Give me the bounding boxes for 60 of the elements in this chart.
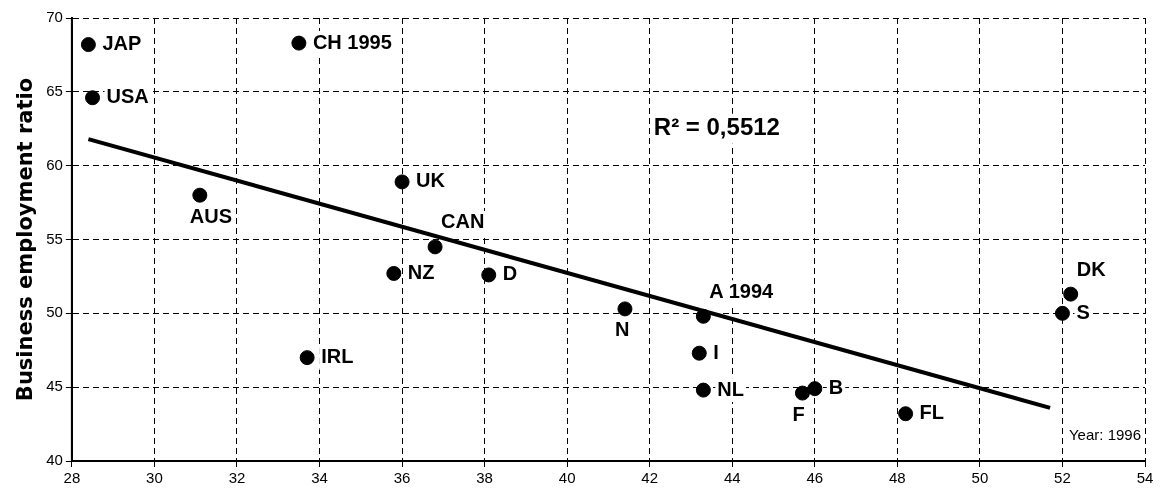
point — [807, 381, 823, 397]
point — [695, 382, 711, 398]
x-tick-label: 36 — [393, 469, 411, 487]
annotation: S — [1076, 300, 1090, 323]
x-tick-label: 40 — [558, 469, 576, 487]
point — [427, 239, 443, 255]
x-tick-label: 54 — [1136, 469, 1154, 487]
x-tick-label: 34 — [311, 469, 328, 487]
y-tick-label: 40 — [46, 451, 63, 469]
point — [617, 301, 633, 317]
annotation: I — [713, 340, 719, 363]
y-tick-label: 60 — [46, 155, 63, 173]
y-tick-label: 55 — [46, 229, 63, 247]
annotation: AUS — [189, 204, 233, 227]
annotation: USA — [106, 85, 149, 108]
point — [481, 267, 497, 283]
x-tick-label: 28 — [63, 469, 81, 487]
y-axis-title: Business employment ratio — [13, 77, 38, 402]
point — [1063, 286, 1079, 302]
annotation: UK — [416, 169, 446, 192]
point — [299, 350, 315, 366]
annotation: JAP — [102, 32, 142, 55]
point — [291, 35, 307, 51]
x-tick-label: 32 — [228, 469, 246, 487]
x-tick-label: 46 — [806, 469, 824, 487]
point — [691, 345, 707, 361]
point — [394, 174, 410, 190]
annotation: IRL — [321, 345, 354, 368]
annotation: A 1994 — [709, 279, 774, 302]
point — [192, 187, 208, 203]
point — [794, 385, 810, 401]
annotation: NZ — [407, 260, 435, 283]
x-tick-label: 42 — [641, 469, 659, 487]
annotation: NL — [717, 377, 745, 400]
x-tick-label: 52 — [1054, 469, 1071, 487]
annotation: CH 1995 — [312, 30, 392, 53]
point — [1054, 305, 1070, 321]
y-tick-label: 65 — [46, 81, 63, 99]
annotation: Year: 1996 — [1068, 426, 1141, 444]
x-tick-label: 38 — [476, 469, 493, 487]
x-tick-label: 48 — [889, 469, 906, 487]
annotation: R² = 0,5512 — [653, 113, 780, 141]
x-tick-label: 30 — [146, 469, 163, 487]
point — [898, 406, 914, 422]
annotation: B — [828, 376, 844, 399]
annotation: N — [614, 318, 630, 341]
annotation: CAN — [441, 210, 485, 233]
x-tick-label: 44 — [723, 469, 741, 487]
point — [80, 37, 96, 53]
x-tick-label: 50 — [971, 469, 989, 487]
y-tick-label: 70 — [46, 8, 63, 26]
y-tick-label: 50 — [46, 303, 63, 321]
annotation: FL — [919, 401, 945, 424]
y-tick-label: 45 — [46, 377, 63, 395]
point — [695, 308, 711, 324]
point — [85, 90, 101, 106]
annotation: D — [502, 262, 518, 285]
point — [386, 265, 402, 281]
annotation: F — [792, 402, 805, 425]
annotation: DK — [1076, 257, 1107, 280]
